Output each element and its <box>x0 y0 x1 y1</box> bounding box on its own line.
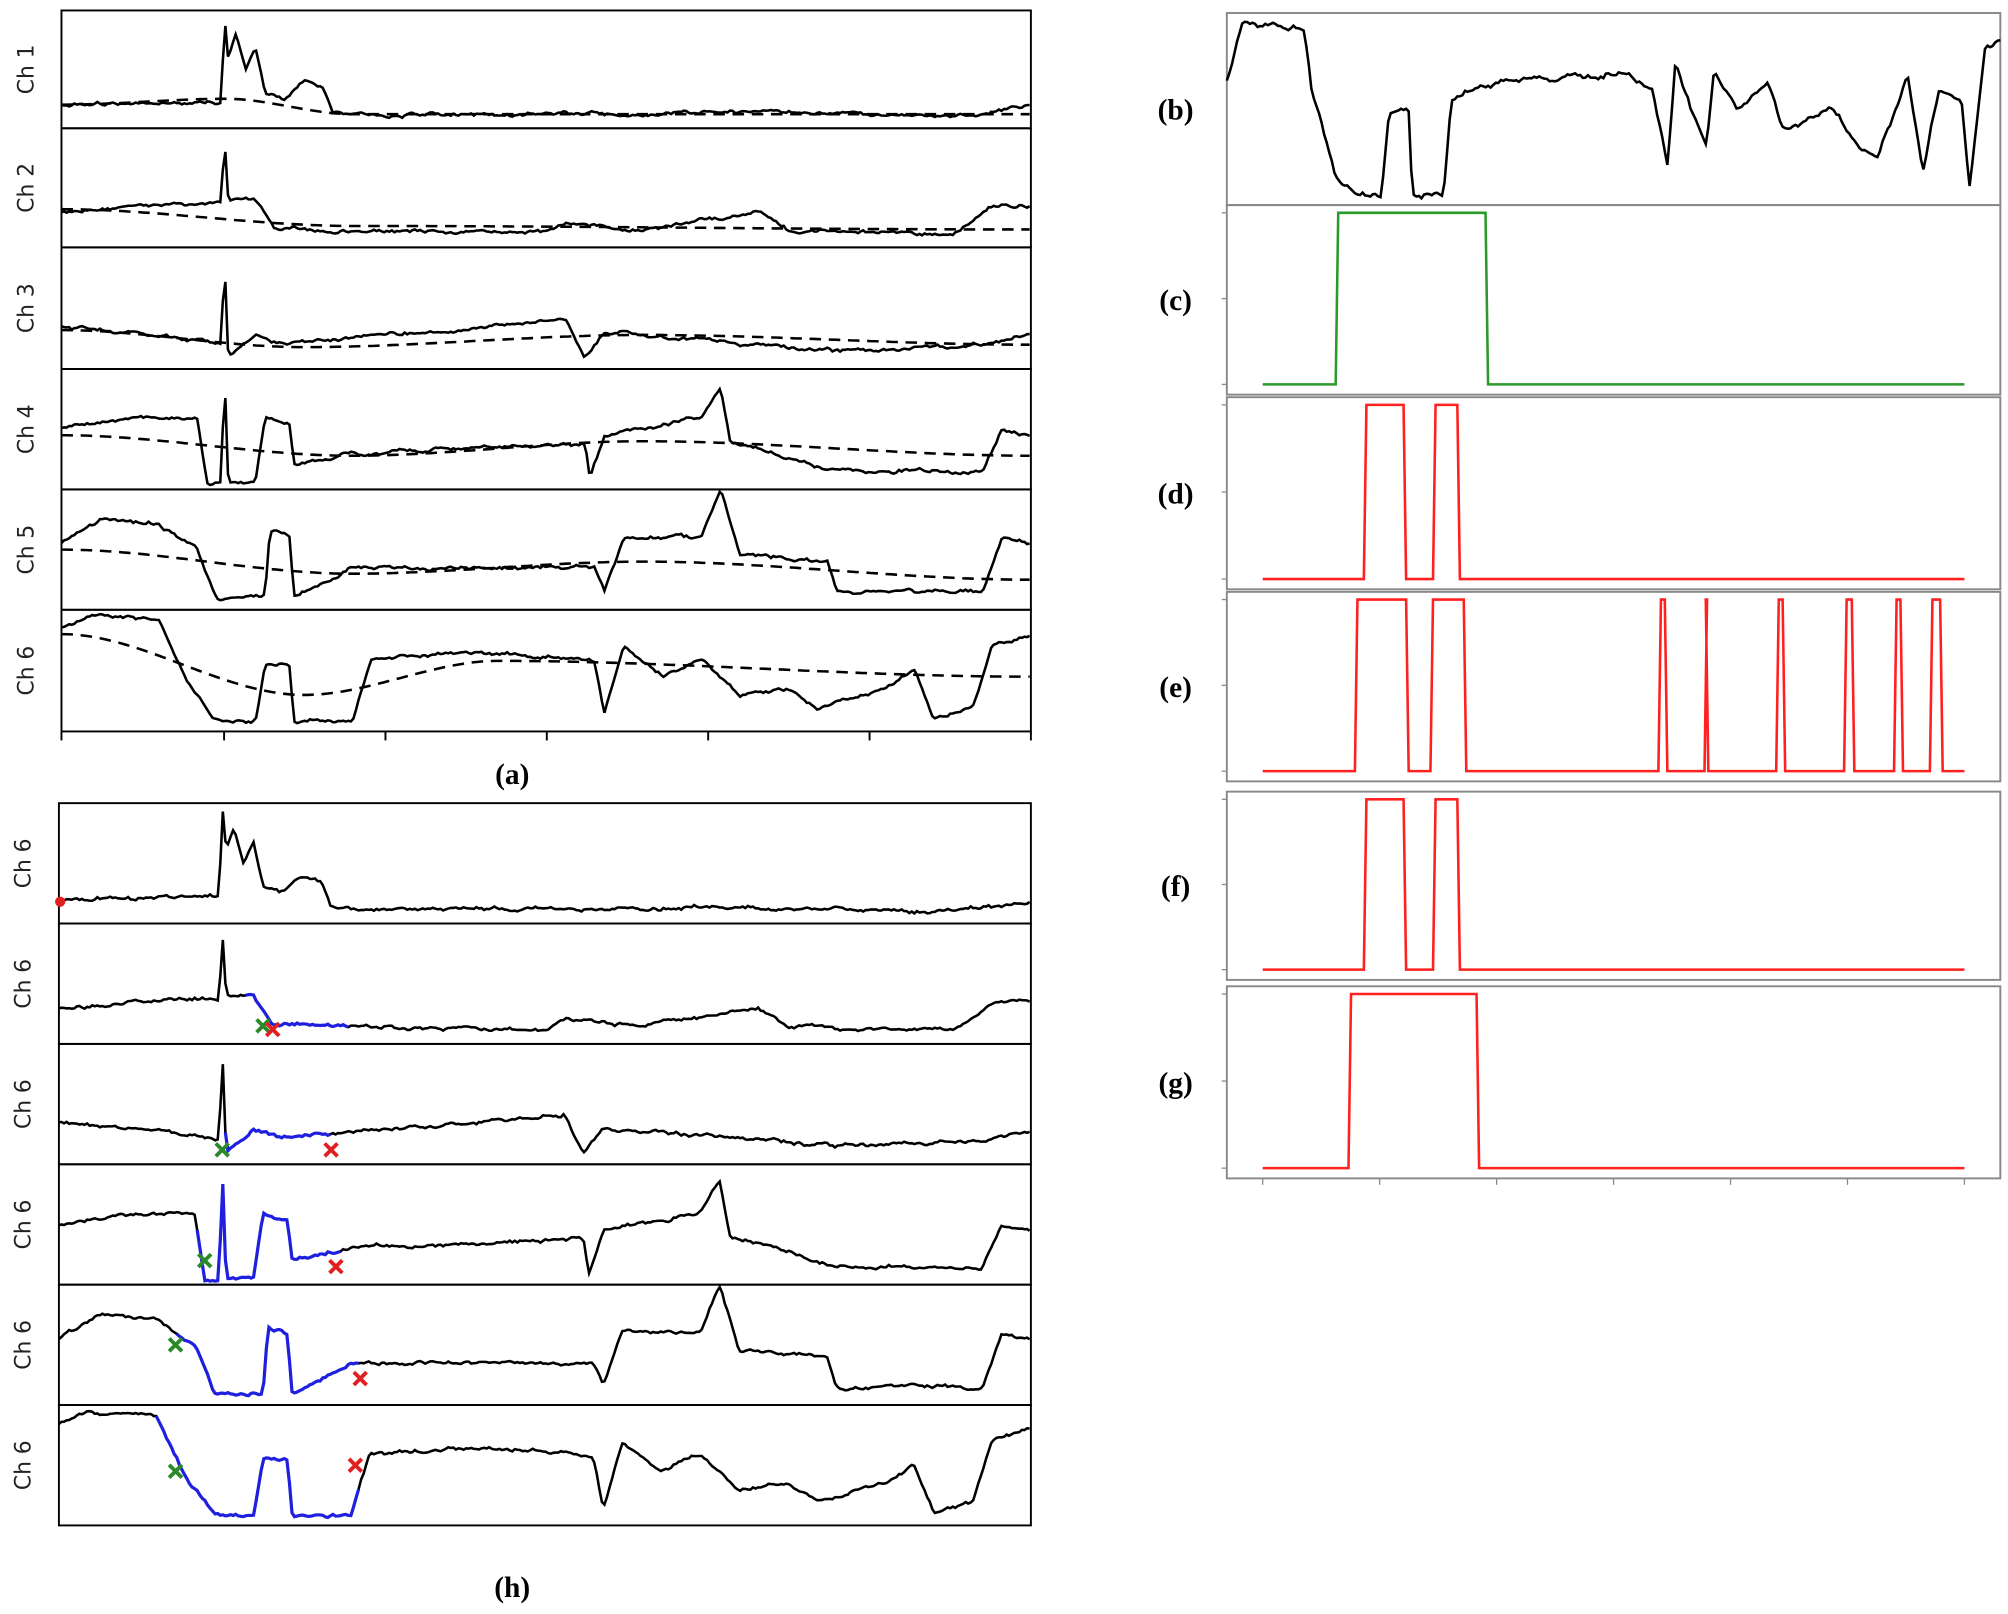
panel-label: (b) <box>1158 94 1194 126</box>
segment <box>245 992 349 1029</box>
marker <box>214 1142 230 1158</box>
signal <box>61 612 1031 725</box>
step-signal <box>1262 992 1965 1170</box>
marker <box>352 1370 368 1387</box>
trend-line <box>61 328 1030 349</box>
signal <box>61 151 1031 237</box>
step-signal <box>1262 798 1965 971</box>
plot-frame <box>60 608 1032 733</box>
channel-label: Ch 6 <box>12 838 37 888</box>
marker <box>328 1258 344 1275</box>
signal <box>61 281 1030 359</box>
channel-label: Ch 6 <box>12 1079 37 1129</box>
plot-frame <box>1225 790 2002 981</box>
signal <box>58 811 1031 916</box>
panel-label: (h) <box>494 1572 530 1604</box>
marker <box>255 1018 271 1034</box>
marker <box>167 1337 184 1353</box>
trend-line <box>61 97 1030 116</box>
channel-label: Ch 6 <box>12 959 37 1009</box>
signal <box>58 1284 1031 1398</box>
channel-label: Ch 1 <box>14 44 39 94</box>
signal <box>58 939 1031 1033</box>
panel-label: (c) <box>1159 285 1192 317</box>
marker <box>55 896 66 907</box>
signal <box>61 386 1031 487</box>
step-signal <box>1262 598 1965 773</box>
marker <box>196 1252 213 1269</box>
channel-label: Ch 4 <box>14 404 39 454</box>
panel-label: (f) <box>1161 871 1190 903</box>
segment <box>195 1184 342 1283</box>
segment <box>175 1324 359 1398</box>
segment <box>154 1415 361 1520</box>
signal <box>61 25 1030 120</box>
panel-label: (e) <box>1159 672 1192 704</box>
plot-frame <box>57 1283 1032 1407</box>
step-signal <box>1262 403 1965 581</box>
plot-frame <box>1225 204 2002 396</box>
channel-label: Ch 3 <box>14 283 39 333</box>
marker <box>323 1142 339 1158</box>
plot-frame <box>1225 12 2002 207</box>
signal <box>1225 20 2001 201</box>
plot-frame <box>60 9 1032 130</box>
trend-line <box>61 632 1030 697</box>
channel-label: Ch 6 <box>12 1320 37 1370</box>
marker <box>347 1457 364 1473</box>
channel-label: Ch 6 <box>12 1440 37 1490</box>
plot-frame <box>1225 396 2002 591</box>
panel-label: (g) <box>1158 1068 1192 1100</box>
channel-label: Ch 6 <box>12 1200 37 1250</box>
panel-label: (a) <box>495 759 529 791</box>
plot-frame <box>57 802 1032 925</box>
plot-frame <box>57 1404 1032 1527</box>
plot-frame <box>57 922 1032 1045</box>
channel-label: Ch 2 <box>14 163 39 213</box>
plot-frame <box>1225 985 2002 1180</box>
panel-label: (d) <box>1158 478 1194 510</box>
segment <box>223 1127 332 1155</box>
signal <box>58 1178 1031 1283</box>
channel-label: Ch 5 <box>14 525 39 575</box>
trend-line <box>61 548 1030 581</box>
marker <box>167 1463 184 1480</box>
plot-frame <box>1225 590 2002 783</box>
trend-line <box>61 433 1030 458</box>
trend-line <box>61 207 1030 231</box>
marker <box>264 1021 281 1038</box>
signal <box>60 489 1030 602</box>
signal <box>58 1064 1031 1155</box>
step-signal <box>1262 211 1965 386</box>
plot-frame <box>57 1042 1032 1166</box>
channel-label: Ch 6 <box>14 646 39 696</box>
